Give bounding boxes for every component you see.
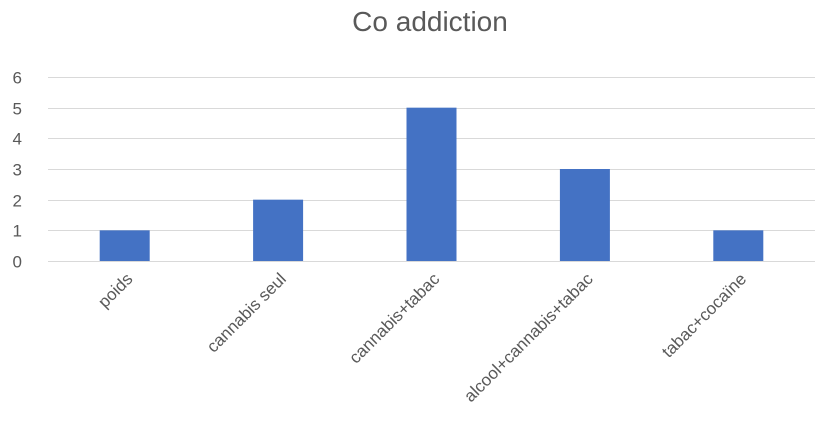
y-tick-label: 4 xyxy=(13,130,22,149)
bar-series xyxy=(99,107,764,262)
x-tick-label: tabac+cocaïne xyxy=(658,269,750,361)
y-tick-label: 6 xyxy=(13,69,22,88)
x-tick-label: poids xyxy=(94,269,136,311)
x-tick-label: cannabis+tabac xyxy=(345,269,443,367)
bar xyxy=(406,107,457,262)
y-tick-label: 3 xyxy=(13,161,22,180)
bar xyxy=(713,230,764,261)
x-axis-category-labels: poids cannabis seul cannabis+tabac alcool+c… xyxy=(94,269,750,406)
y-tick-label: 0 xyxy=(13,253,22,272)
x-tick-label: cannabis seul xyxy=(203,269,290,356)
y-tick-label: 1 xyxy=(13,222,22,241)
bar xyxy=(253,199,304,261)
y-tick-label: 5 xyxy=(13,100,22,119)
y-axis-tick-labels: 0 1 2 3 4 5 6 xyxy=(13,69,22,272)
x-tick-label: alcool+cannabis+tabac xyxy=(460,269,597,406)
y-tick-label: 2 xyxy=(13,192,22,211)
bar xyxy=(559,169,610,261)
chart-title: Co addiction xyxy=(352,6,508,37)
bar xyxy=(99,230,150,261)
